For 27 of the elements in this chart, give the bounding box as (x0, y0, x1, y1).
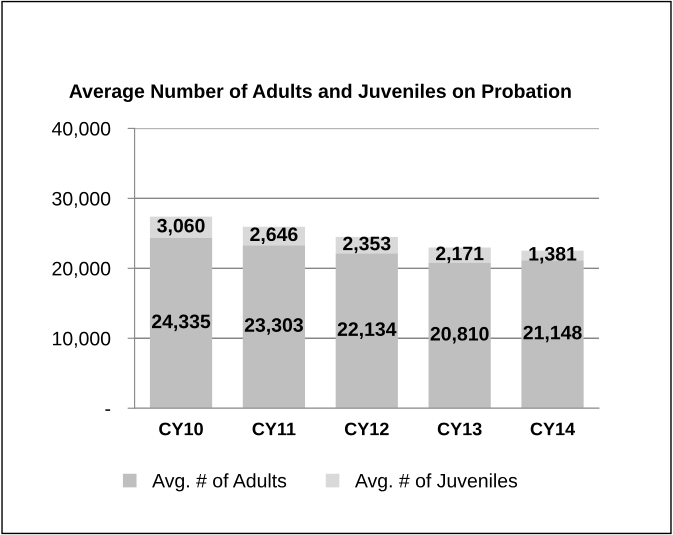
bar (428, 262, 491, 408)
bar (336, 253, 398, 408)
data-label: 2,646 (250, 227, 298, 244)
chart-title: Average Number of Adults and Juveniles on Probation (69, 84, 571, 102)
y-tick-label: 30,000 (52, 192, 110, 208)
y-tick-label: 20,000 (52, 262, 110, 278)
x-tick-label: CY14 (530, 422, 576, 436)
bar (242, 245, 306, 408)
x-tick-label: CY10 (159, 422, 203, 436)
y-tick-label: 40,000 (52, 122, 110, 138)
x-tick-label: CY13 (438, 422, 482, 436)
legend-label: Avg. # of Adults (152, 473, 286, 492)
data-label: 21,148 (523, 326, 582, 342)
data-label: 20,810 (430, 326, 489, 344)
data-label: 23,303 (244, 318, 303, 335)
data-label: 1,381 (529, 246, 576, 264)
y-tick-label: - (105, 409, 110, 411)
bar (150, 238, 212, 408)
x-tick-label: CY11 (252, 422, 296, 436)
legend-label: Avg. # of Juveniles (354, 473, 518, 492)
data-label: 2,353 (343, 236, 390, 254)
x-tick-label: CY12 (344, 422, 389, 436)
y-tick-label: 10,000 (53, 332, 110, 348)
data-label: 24,335 (152, 314, 210, 332)
data-label: 2,171 (436, 246, 484, 264)
data-label: 22,134 (338, 322, 396, 339)
data-label: 3,060 (157, 218, 205, 236)
